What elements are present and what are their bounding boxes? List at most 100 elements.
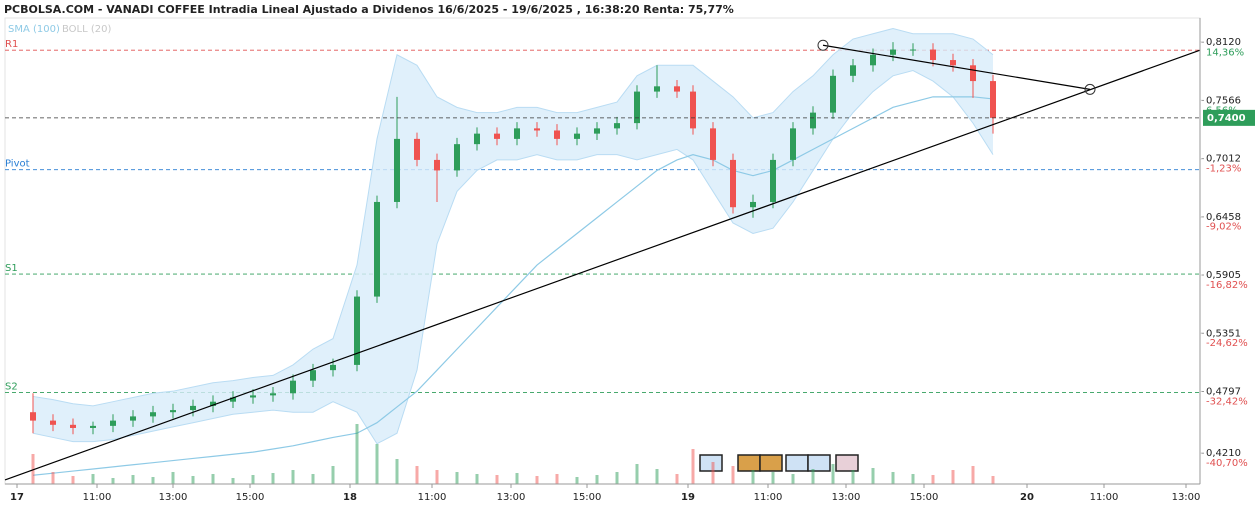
candle-body (850, 65, 856, 76)
x-tick-label: 19 (681, 492, 695, 503)
event-icons (699, 454, 859, 472)
chart-title: PCBOLSA.COM - VANADI COFFEE Intradia Lin… (4, 3, 734, 16)
x-tick-label: 17 (10, 492, 24, 503)
volume-bar (131, 475, 135, 484)
level-label: S2 (5, 382, 18, 393)
trendline-anchor (1084, 83, 1096, 95)
candle-body (454, 144, 460, 171)
trendline (822, 44, 1091, 90)
candle-body (690, 91, 696, 129)
y-tick-label: 0,4210 (1206, 448, 1241, 459)
candle-body (710, 128, 716, 160)
volume-bar (91, 474, 95, 484)
volume-bar (675, 474, 679, 484)
volume-bar (211, 474, 215, 484)
candle-body (414, 138, 420, 160)
candle-body (290, 380, 296, 394)
volume-bar (971, 466, 975, 484)
volume-bar (831, 464, 835, 484)
volume-bar (455, 472, 459, 484)
candle-body (230, 397, 236, 402)
volume-bar (771, 472, 775, 484)
volume-bar (871, 468, 875, 484)
volume-bar (331, 466, 335, 484)
candle-body (170, 410, 176, 413)
event-icon (785, 454, 809, 472)
volume-bar (291, 470, 295, 484)
volume-bar (375, 444, 379, 484)
volume-bar (691, 449, 695, 484)
legend-boll: BOLL (20) (62, 24, 112, 35)
volume-bar (515, 473, 519, 484)
y-tick-label: 0,6458 (1206, 212, 1241, 223)
y2-tick-label: -9,02% (1206, 222, 1241, 233)
candle-body (434, 159, 440, 171)
y-tick-label: 0,5905 (1206, 270, 1241, 281)
candle-body (594, 128, 600, 134)
level-label: R1 (5, 39, 18, 50)
candle-body (990, 81, 996, 118)
candle-body (210, 401, 216, 406)
volume-bar (251, 475, 255, 484)
volume-bar (435, 470, 439, 484)
candle-body (790, 128, 796, 160)
candle-body (930, 49, 936, 61)
y2-tick-label: -32,42% (1206, 396, 1248, 407)
volume-bar (891, 472, 895, 484)
candle-body (270, 393, 276, 396)
event-icon (759, 454, 783, 472)
candle-body (150, 412, 156, 417)
volume-bar (555, 474, 559, 484)
trendline-anchor (817, 39, 829, 51)
x-tick-label: 11:00 (1090, 492, 1119, 503)
candle-body (654, 86, 660, 92)
y2-tick-label: 14,36% (1206, 47, 1244, 58)
candle-body (474, 133, 480, 145)
candle-body (70, 424, 76, 428)
candle-body (190, 405, 196, 411)
volume-bar (595, 475, 599, 484)
legend-sma: SMA (100) (8, 24, 60, 35)
volume-bar (731, 466, 735, 484)
x-tick-label: 13:00 (1172, 492, 1201, 503)
candle-body (494, 133, 500, 139)
volume-bar (151, 477, 155, 484)
level-label: S1 (5, 263, 18, 274)
candle-body (30, 412, 36, 421)
x-tick-label: 11:00 (83, 492, 112, 503)
candle-body (394, 138, 400, 202)
boll-band-fill (33, 28, 993, 444)
x-tick-label: 11:00 (754, 492, 783, 503)
x-tick-label: 13:00 (832, 492, 861, 503)
x-tick-label: 18 (343, 492, 357, 503)
volume-bar (751, 470, 755, 484)
candle-body (830, 75, 836, 113)
candle-body (534, 128, 540, 131)
last-price-tag (1203, 109, 1255, 126)
sma-line (32, 96, 994, 476)
x-tick-label: 15:00 (573, 492, 602, 503)
plot-layer: R1 Pivot S1 S2 0,8120 0,7566 0,7012 0,6458 0,590… (4, 18, 1255, 503)
candle-body (910, 49, 916, 51)
x-tick-label: 15:00 (236, 492, 265, 503)
level-label: Pivot (5, 159, 30, 170)
y-tick-label: 0,8120 (1206, 37, 1241, 48)
volume-bar (395, 459, 399, 484)
candle-body (374, 201, 380, 297)
volume-bar (51, 472, 55, 484)
volume-bar (991, 476, 995, 484)
volume-bar (851, 470, 855, 484)
x-tick-label: 15:00 (910, 492, 939, 503)
candle-body (870, 54, 876, 66)
y2-tick-label: -40,70% (1206, 458, 1248, 469)
x-tick-label: 11:00 (418, 492, 447, 503)
event-icon (737, 454, 761, 472)
volume-bar (635, 464, 639, 484)
candle-body (354, 296, 360, 365)
volume-bar (31, 454, 35, 484)
last-price-label: 0,7400 (1207, 113, 1246, 124)
x-tick-label: 13:00 (497, 492, 526, 503)
volume-bar (951, 470, 955, 484)
candle-body (130, 416, 136, 421)
